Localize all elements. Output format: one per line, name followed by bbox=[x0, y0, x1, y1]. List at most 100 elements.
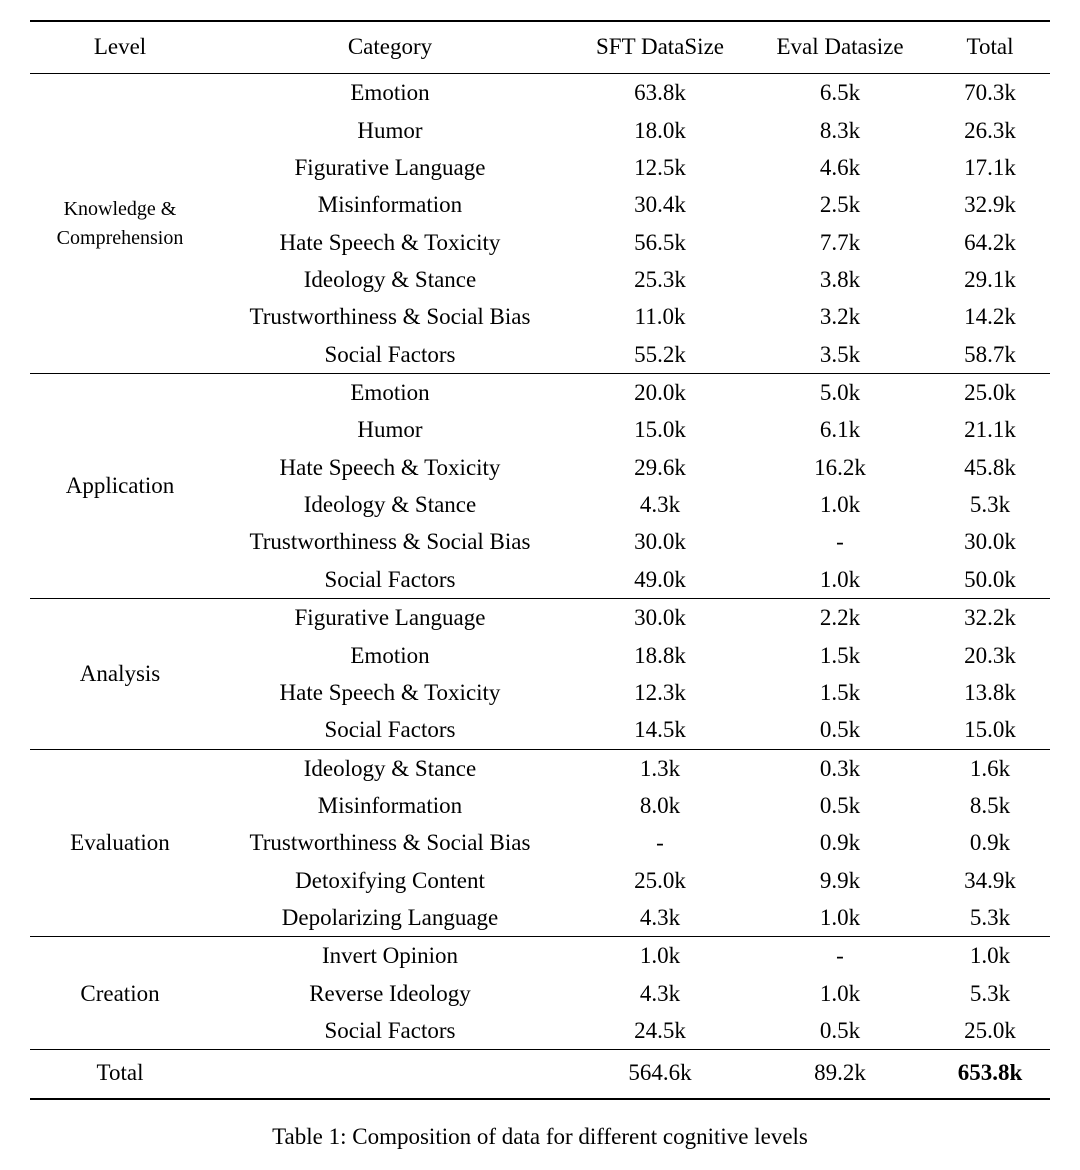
level-cell: Evaluation bbox=[30, 749, 210, 937]
eval-cell: - bbox=[750, 523, 930, 560]
level-label-line: Creation bbox=[80, 981, 159, 1006]
table-container: Level Category SFT DataSize Eval Datasiz… bbox=[30, 20, 1050, 1150]
category-cell: Humor bbox=[210, 112, 570, 149]
category-cell: Trustworthiness & Social Bias bbox=[210, 824, 570, 861]
sft-cell: 49.0k bbox=[570, 561, 750, 599]
col-header-eval: Eval Datasize bbox=[750, 21, 930, 74]
category-cell: Hate Speech & Toxicity bbox=[210, 224, 570, 261]
sft-cell: 56.5k bbox=[570, 224, 750, 261]
sft-cell: 30.4k bbox=[570, 186, 750, 223]
total-cell: 5.3k bbox=[930, 899, 1050, 937]
level-cell: Knowledge & Comprehension bbox=[30, 74, 210, 374]
level-cell: Analysis bbox=[30, 599, 210, 749]
total-cell: 32.9k bbox=[930, 186, 1050, 223]
category-cell: Misinformation bbox=[210, 186, 570, 223]
category-cell: Hate Speech & Toxicity bbox=[210, 674, 570, 711]
eval-cell: 1.0k bbox=[750, 486, 930, 523]
eval-cell: 1.0k bbox=[750, 561, 930, 599]
eval-cell: 9.9k bbox=[750, 862, 930, 899]
level-label-line: Comprehension bbox=[57, 227, 184, 249]
sft-cell: 12.3k bbox=[570, 674, 750, 711]
category-cell: Emotion bbox=[210, 374, 570, 412]
category-cell: Reverse Ideology bbox=[210, 975, 570, 1012]
eval-cell: 0.3k bbox=[750, 749, 930, 787]
eval-cell: 1.0k bbox=[750, 975, 930, 1012]
table-row: AnalysisFigurative Language30.0k2.2k32.2… bbox=[30, 599, 1050, 637]
category-cell: Trustworthiness & Social Bias bbox=[210, 523, 570, 560]
total-blank-cell bbox=[210, 1050, 570, 1099]
sft-cell: 30.0k bbox=[570, 523, 750, 560]
eval-cell: 1.0k bbox=[750, 899, 930, 937]
sft-cell: 25.0k bbox=[570, 862, 750, 899]
eval-cell: 2.2k bbox=[750, 599, 930, 637]
sft-cell: 63.8k bbox=[570, 74, 750, 112]
eval-cell: 5.0k bbox=[750, 374, 930, 412]
eval-cell: 0.5k bbox=[750, 787, 930, 824]
table-body: Knowledge &ComprehensionEmotion63.8k6.5k… bbox=[30, 74, 1050, 1099]
eval-cell: 3.8k bbox=[750, 261, 930, 298]
sft-cell: 25.3k bbox=[570, 261, 750, 298]
level-cell: Creation bbox=[30, 937, 210, 1050]
eval-cell: 8.3k bbox=[750, 112, 930, 149]
category-cell: Social Factors bbox=[210, 1012, 570, 1050]
total-cell: 15.0k bbox=[930, 711, 1050, 749]
category-cell: Misinformation bbox=[210, 787, 570, 824]
category-cell: Emotion bbox=[210, 637, 570, 674]
eval-cell: 0.5k bbox=[750, 711, 930, 749]
total-cell: 14.2k bbox=[930, 298, 1050, 335]
table-row: EvaluationIdeology & Stance1.3k0.3k1.6k bbox=[30, 749, 1050, 787]
category-cell: Ideology & Stance bbox=[210, 486, 570, 523]
sft-cell: 30.0k bbox=[570, 599, 750, 637]
total-sft-cell: 564.6k bbox=[570, 1050, 750, 1099]
total-cell: 30.0k bbox=[930, 523, 1050, 560]
level-label-line: Knowledge & bbox=[64, 198, 177, 220]
category-cell: Figurative Language bbox=[210, 599, 570, 637]
sft-cell: 12.5k bbox=[570, 149, 750, 186]
level-label-line: Analysis bbox=[80, 661, 161, 686]
col-header-sft: SFT DataSize bbox=[570, 21, 750, 74]
total-cell: 5.3k bbox=[930, 975, 1050, 1012]
sft-cell: 18.0k bbox=[570, 112, 750, 149]
total-cell: 25.0k bbox=[930, 1012, 1050, 1050]
col-header-category: Category bbox=[210, 21, 570, 74]
total-grand-cell: 653.8k bbox=[930, 1050, 1050, 1099]
sft-cell: 4.3k bbox=[570, 975, 750, 1012]
category-cell: Invert Opinion bbox=[210, 937, 570, 975]
total-cell: 17.1k bbox=[930, 149, 1050, 186]
sft-cell: 18.8k bbox=[570, 637, 750, 674]
sft-cell: 20.0k bbox=[570, 374, 750, 412]
sft-cell: 14.5k bbox=[570, 711, 750, 749]
total-cell: 58.7k bbox=[930, 336, 1050, 374]
category-cell: Detoxifying Content bbox=[210, 862, 570, 899]
sft-cell: 1.3k bbox=[570, 749, 750, 787]
category-cell: Social Factors bbox=[210, 336, 570, 374]
sft-cell: 1.0k bbox=[570, 937, 750, 975]
data-table: Level Category SFT DataSize Eval Datasiz… bbox=[30, 20, 1050, 1100]
total-cell: 70.3k bbox=[930, 74, 1050, 112]
eval-cell: - bbox=[750, 937, 930, 975]
eval-cell: 0.5k bbox=[750, 1012, 930, 1050]
eval-cell: 6.1k bbox=[750, 411, 930, 448]
table-total-row: Total564.6k89.2k653.8k bbox=[30, 1050, 1050, 1099]
col-header-total: Total bbox=[930, 21, 1050, 74]
sft-cell: 29.6k bbox=[570, 449, 750, 486]
category-cell: Humor bbox=[210, 411, 570, 448]
total-cell: 26.3k bbox=[930, 112, 1050, 149]
sft-cell: 15.0k bbox=[570, 411, 750, 448]
category-cell: Figurative Language bbox=[210, 149, 570, 186]
total-cell: 34.9k bbox=[930, 862, 1050, 899]
total-cell: 21.1k bbox=[930, 411, 1050, 448]
category-cell: Trustworthiness & Social Bias bbox=[210, 298, 570, 335]
category-cell: Social Factors bbox=[210, 711, 570, 749]
category-cell: Hate Speech & Toxicity bbox=[210, 449, 570, 486]
sft-cell: - bbox=[570, 824, 750, 861]
level-label-line: Evaluation bbox=[70, 830, 170, 855]
total-cell: 29.1k bbox=[930, 261, 1050, 298]
total-eval-cell: 89.2k bbox=[750, 1050, 930, 1099]
eval-cell: 4.6k bbox=[750, 149, 930, 186]
total-cell: 1.6k bbox=[930, 749, 1050, 787]
eval-cell: 7.7k bbox=[750, 224, 930, 261]
sft-cell: 55.2k bbox=[570, 336, 750, 374]
table-row: CreationInvert Opinion1.0k-1.0k bbox=[30, 937, 1050, 975]
total-cell: 32.2k bbox=[930, 599, 1050, 637]
